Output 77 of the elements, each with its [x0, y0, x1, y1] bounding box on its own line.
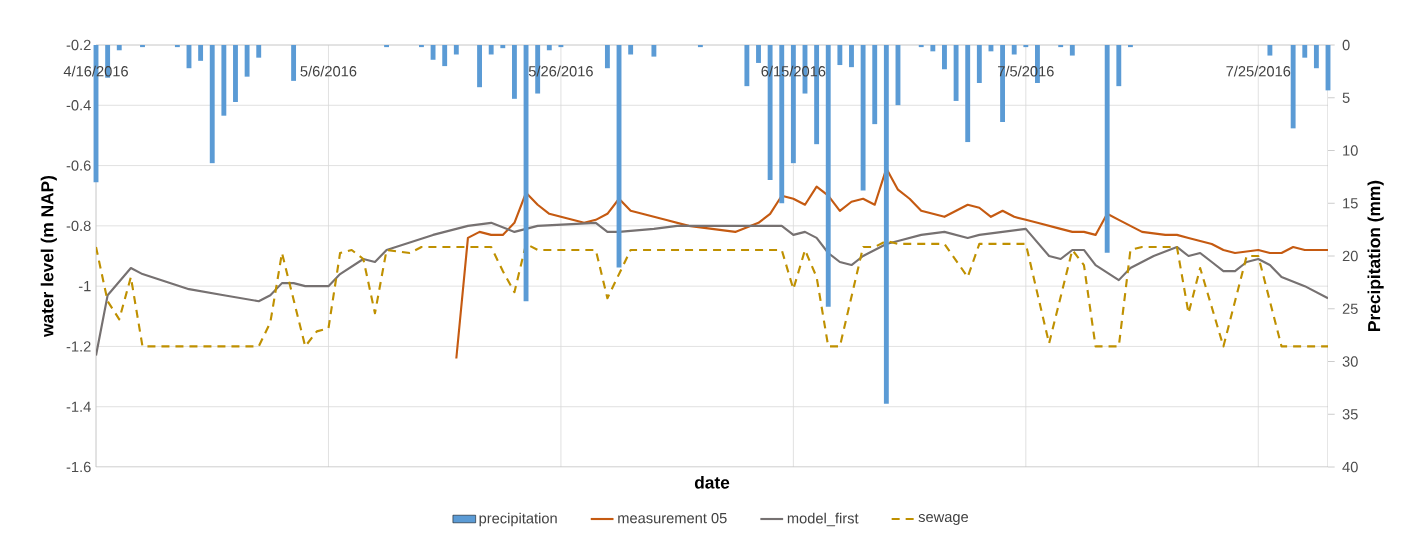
- y2-tick-label: 5: [1342, 92, 1350, 103]
- bar: [1267, 45, 1273, 56]
- bar: [291, 45, 297, 81]
- bar: [140, 45, 145, 48]
- bar: [1058, 45, 1064, 48]
- bar: [198, 45, 204, 61]
- y2-tick-label: 40: [1342, 461, 1358, 473]
- bar: [442, 45, 448, 67]
- y2-tick-label: 35: [1342, 409, 1358, 420]
- bar: [500, 45, 506, 49]
- bar: [756, 45, 761, 63]
- bar: [209, 45, 215, 164]
- y2-tick-label: 10: [1343, 145, 1358, 156]
- bar: [976, 45, 982, 83]
- y2-tick-label: 20: [1342, 250, 1358, 262]
- y-axis-title: water level (m NAP): [40, 175, 57, 337]
- x-axis-title: date: [694, 475, 730, 489]
- y2-tick-label: 15: [1343, 198, 1358, 209]
- bar: [1127, 45, 1133, 48]
- bar: [860, 45, 866, 191]
- bar: [419, 45, 424, 48]
- bar: [384, 45, 390, 48]
- y-tick-label: -0.6: [66, 160, 91, 171]
- legend-label: model_first: [787, 512, 859, 527]
- bar: [233, 45, 238, 102]
- bar: [872, 45, 878, 125]
- y2-tick-label: 25: [1342, 303, 1358, 314]
- bar: [849, 45, 854, 68]
- bar: [697, 45, 703, 48]
- bar: [1313, 45, 1319, 69]
- bar: [221, 45, 227, 116]
- y-tick-label: -1.6: [66, 461, 91, 473]
- y-tick-label: -1: [78, 281, 91, 292]
- bar: [628, 45, 634, 55]
- bar: [883, 45, 889, 404]
- bar: [651, 45, 657, 57]
- bar: [1104, 45, 1110, 253]
- bar: [453, 45, 459, 55]
- y2-tick-label: 0: [1342, 39, 1350, 51]
- y-tick-label: -1.4: [66, 401, 91, 412]
- bar: [558, 45, 564, 48]
- bar: [825, 45, 831, 307]
- bar: [604, 45, 610, 69]
- y-tick-label: -1.2: [66, 341, 91, 352]
- legend-label: precipitation: [479, 512, 557, 527]
- bar: [174, 45, 180, 48]
- line-series: [96, 239, 1329, 348]
- bar: [965, 45, 971, 143]
- bar: [1290, 45, 1296, 129]
- x-tick-label: 5/6/2016: [300, 65, 357, 77]
- bar: [244, 45, 250, 77]
- bar: [546, 45, 552, 51]
- bar: [488, 45, 494, 55]
- bar: [918, 45, 924, 48]
- bar: [477, 45, 482, 88]
- bar: [942, 45, 947, 70]
- bar: [1069, 45, 1075, 56]
- bar: [837, 45, 843, 66]
- y-tick-label: -0.2: [66, 39, 91, 51]
- bar: [930, 45, 936, 52]
- x-tick-label: 7/25/2016: [1226, 65, 1291, 77]
- bar: [116, 45, 122, 51]
- bar: [430, 45, 436, 60]
- bar: [744, 45, 750, 87]
- bar: [256, 45, 262, 58]
- bar: [1116, 45, 1122, 87]
- bar: [511, 45, 517, 99]
- bar: [1302, 45, 1308, 58]
- legend-label: measurement 05: [618, 512, 727, 524]
- y2-tick-label: 30: [1342, 356, 1358, 367]
- legend-label: sewage: [918, 514, 969, 525]
- y2-axis-title: Precipitation (mm): [1367, 180, 1384, 331]
- bar: [953, 45, 959, 101]
- y-tick-label: -0.8: [66, 220, 91, 232]
- bar: [1023, 45, 1029, 48]
- y-tick-label: -0.4: [66, 100, 91, 111]
- bar: [1011, 45, 1017, 55]
